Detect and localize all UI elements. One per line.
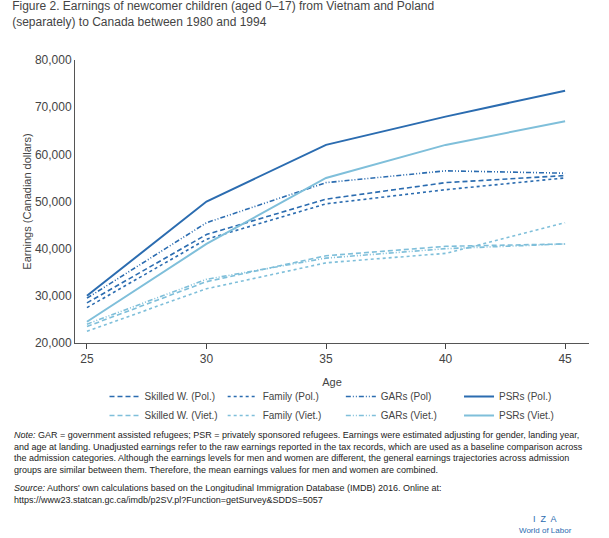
svg-text:40: 40: [439, 352, 453, 366]
svg-text:80,000: 80,000: [35, 53, 72, 67]
svg-text:Note: GAR = government assiste: Note: GAR = government assisted refugees…: [14, 430, 583, 475]
svg-text:Family (Pol.): Family (Pol.): [263, 391, 319, 402]
svg-text:30: 30: [200, 352, 214, 366]
svg-text:Earnings (Canadian dollars): Earnings (Canadian dollars): [21, 133, 33, 269]
svg-text:70,000: 70,000: [35, 100, 72, 114]
svg-text:45: 45: [558, 352, 572, 366]
svg-text:Figure 2. Earnings of newcomer: Figure 2. Earnings of newcomer children …: [12, 0, 434, 29]
svg-text:35: 35: [319, 352, 333, 366]
svg-text:World of Labor: World of Labor: [519, 526, 572, 535]
svg-text:PSRs (Viet.): PSRs (Viet.): [499, 410, 554, 421]
svg-text:50,000: 50,000: [35, 195, 72, 209]
svg-text:Source: Authors' own calculati: Source: Authors' own calculations based …: [14, 483, 441, 505]
svg-text:PSRs (Pol.): PSRs (Pol.): [499, 391, 551, 402]
svg-text:30,000: 30,000: [35, 289, 72, 303]
svg-text:Skilled W. (Pol.): Skilled W. (Pol.): [145, 391, 216, 402]
svg-text:40,000: 40,000: [35, 242, 72, 256]
svg-text:25: 25: [80, 352, 94, 366]
svg-text:GARs (Viet.): GARs (Viet.): [381, 410, 437, 421]
svg-text:Family (Viet.): Family (Viet.): [263, 410, 322, 421]
svg-text:Skilled W. (Viet.): Skilled W. (Viet.): [145, 410, 218, 421]
svg-text:20,000: 20,000: [35, 336, 72, 350]
svg-text:Age: Age: [322, 376, 342, 388]
svg-text:GARs (Pol): GARs (Pol): [381, 391, 432, 402]
svg-text:60,000: 60,000: [35, 148, 72, 162]
svg-text:I Z A: I Z A: [533, 514, 557, 524]
